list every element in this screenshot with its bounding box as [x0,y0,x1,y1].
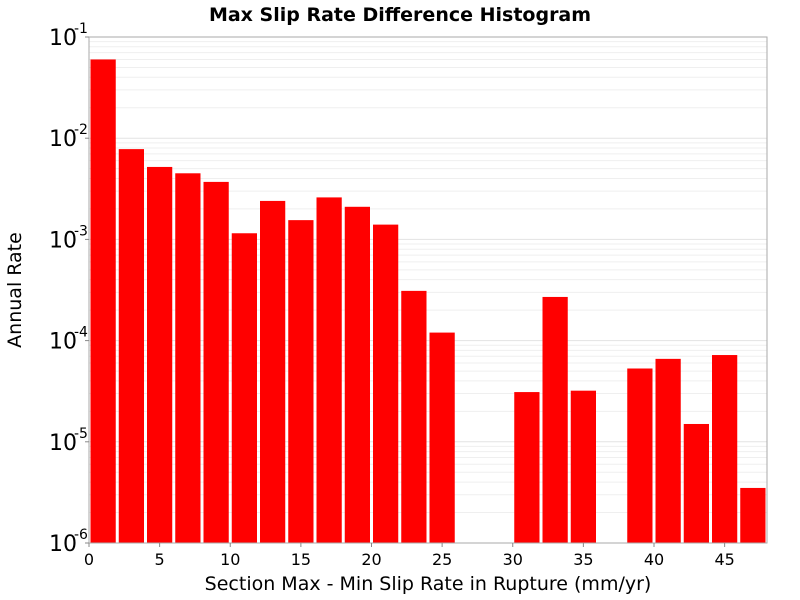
histogram-bar [655,358,681,543]
x-tick-label: 30 [503,550,523,569]
y-tick-exponent: -4 [74,325,88,341]
x-tick-label: 10 [220,550,240,569]
histogram-bar [288,220,314,543]
x-tick-label: 20 [361,550,381,569]
x-axis-ticks: 0 5 10 15 20 25 30 35 40 45 [84,543,735,569]
x-tick-label: 25 [432,550,452,569]
y-tick-label: 10 [49,532,77,557]
chart-title: Max Slip Rate Difference Histogram [209,4,591,26]
histogram-bar [570,390,596,543]
histogram-bar [429,332,455,543]
x-tick-label: 5 [155,550,165,569]
histogram-bar [344,206,370,543]
histogram-bar [740,487,766,543]
histogram-bar [231,233,257,543]
plot-border [88,36,768,544]
grid [89,41,767,544]
histogram-bar [542,296,568,543]
histogram-bar [90,59,116,544]
histogram-bar [514,392,540,543]
histogram-bar [712,355,738,543]
histogram-bar [627,368,653,543]
histogram-bar [683,423,709,543]
y-tick-label: 10 [49,431,77,456]
x-tick-label: 40 [644,550,664,569]
x-tick-label: 35 [573,550,593,569]
histogram-bar [118,149,144,543]
histogram-bar [147,166,173,543]
x-tick-label: 45 [714,550,734,569]
x-tick-label: 15 [291,550,311,569]
y-tick-exponent: -3 [74,223,88,239]
histogram-bar [401,290,427,543]
histogram-bar [316,197,342,543]
histogram-bar [203,181,229,543]
y-axis-label: Annual Rate [4,232,26,348]
x-tick-label: 0 [84,550,94,569]
y-tick-exponent: -5 [74,426,88,442]
y-tick-exponent: -6 [74,527,88,543]
histogram-bar [373,224,399,543]
y-axis-ticks: 10-610-510-410-310-210-1 [49,21,89,557]
bars [90,59,766,544]
x-axis-label: Section Max - Min Slip Rate in Rupture (… [205,573,652,595]
histogram-bar [260,200,286,544]
histogram-bar [175,173,201,543]
y-tick-exponent: -1 [74,21,88,37]
y-tick-label: 10 [49,127,77,152]
y-tick-label: 10 [49,228,77,253]
plot-area [89,37,767,543]
y-tick-label: 10 [49,26,77,51]
y-tick-exponent: -2 [74,122,88,138]
y-tick-label: 10 [49,330,77,355]
